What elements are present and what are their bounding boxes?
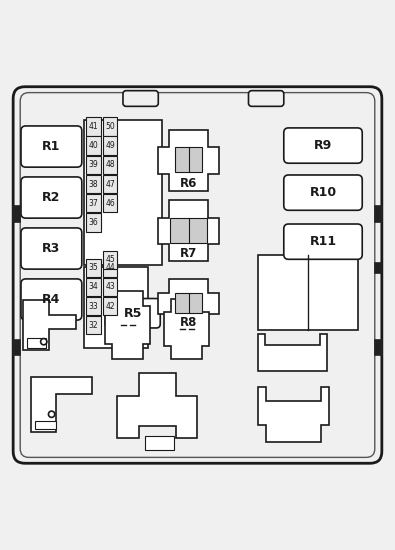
FancyBboxPatch shape [20, 92, 375, 458]
Text: 39: 39 [88, 161, 98, 169]
Text: 36: 36 [88, 218, 98, 227]
Text: R8: R8 [180, 316, 198, 328]
Bar [86, 156, 101, 174]
Bar [84, 120, 162, 265]
Polygon shape [258, 334, 327, 371]
Text: 48: 48 [105, 161, 115, 169]
Text: R6: R6 [180, 177, 198, 190]
Bar [13, 340, 20, 355]
FancyBboxPatch shape [284, 175, 362, 210]
Bar [86, 175, 101, 193]
Text: 33: 33 [88, 301, 98, 311]
Text: 38: 38 [88, 179, 98, 189]
FancyBboxPatch shape [21, 228, 82, 269]
Bar [103, 136, 117, 155]
Polygon shape [158, 130, 219, 191]
Polygon shape [158, 201, 219, 261]
FancyBboxPatch shape [123, 91, 158, 106]
Bar [103, 156, 117, 174]
Polygon shape [158, 279, 219, 328]
Bar [175, 293, 202, 314]
Text: 50: 50 [105, 122, 115, 131]
Text: 34: 34 [88, 282, 98, 292]
Polygon shape [23, 300, 76, 349]
Text: R7: R7 [180, 248, 197, 261]
Text: 41: 41 [88, 122, 98, 131]
FancyBboxPatch shape [21, 177, 82, 218]
Polygon shape [105, 291, 150, 359]
Polygon shape [31, 377, 92, 432]
Text: R4: R4 [42, 293, 60, 306]
Bar [103, 251, 117, 269]
Bar [86, 316, 101, 334]
FancyBboxPatch shape [105, 299, 160, 328]
Text: R3: R3 [42, 242, 60, 255]
Bar [86, 297, 101, 315]
Bar [86, 258, 101, 277]
Text: R11: R11 [309, 235, 337, 248]
Bar [375, 206, 382, 222]
Text: 49: 49 [105, 141, 115, 150]
Bar [86, 194, 101, 212]
Text: R10: R10 [309, 186, 337, 199]
Text: 32: 32 [88, 321, 98, 330]
Bar [258, 255, 358, 330]
Polygon shape [164, 299, 209, 359]
Text: 42: 42 [105, 301, 115, 311]
Polygon shape [117, 373, 198, 438]
Text: 37: 37 [88, 199, 98, 208]
Text: 47: 47 [105, 179, 115, 189]
Bar [145, 436, 174, 449]
Bar [103, 278, 117, 296]
FancyBboxPatch shape [21, 126, 82, 167]
Bar [86, 117, 101, 136]
Bar [175, 147, 202, 173]
FancyBboxPatch shape [13, 87, 382, 463]
Bar [103, 194, 117, 212]
Polygon shape [258, 387, 329, 442]
Bar [170, 217, 207, 243]
Bar [84, 267, 149, 348]
Text: R1: R1 [42, 140, 60, 153]
Text: 43: 43 [105, 282, 115, 292]
Text: R9: R9 [314, 139, 332, 152]
Bar [86, 136, 101, 155]
Bar [103, 258, 117, 277]
Bar [27, 338, 47, 348]
Text: 45: 45 [105, 255, 115, 265]
Text: R5: R5 [124, 307, 142, 320]
Bar [86, 278, 101, 296]
Bar [103, 175, 117, 193]
Text: 44: 44 [105, 263, 115, 272]
FancyBboxPatch shape [284, 128, 362, 163]
Bar [35, 421, 56, 429]
Bar [13, 206, 20, 222]
Text: 35: 35 [88, 263, 98, 272]
Bar [375, 263, 381, 273]
Bar [86, 213, 101, 232]
Bar [103, 117, 117, 136]
Text: R2: R2 [42, 191, 60, 204]
Text: 46: 46 [105, 199, 115, 208]
FancyBboxPatch shape [248, 91, 284, 106]
Bar [375, 340, 382, 355]
Bar [103, 297, 117, 315]
Text: 40: 40 [88, 141, 98, 150]
FancyBboxPatch shape [284, 224, 362, 259]
FancyBboxPatch shape [21, 279, 82, 320]
